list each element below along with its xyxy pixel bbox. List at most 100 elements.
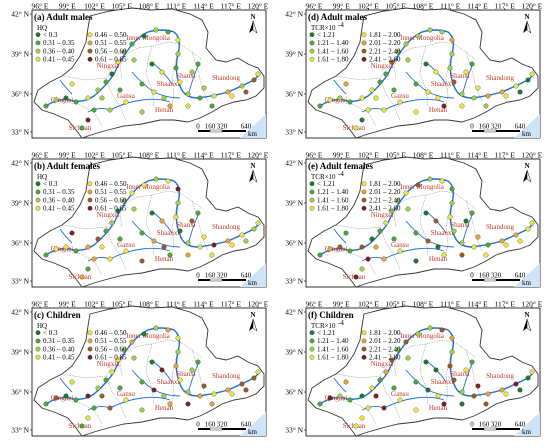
sample-site (177, 228, 183, 234)
sample-site (239, 83, 245, 89)
sample-site (63, 95, 69, 101)
sample-site (373, 95, 379, 101)
y-tick-label: 36° N (285, 239, 303, 248)
legend-swatch (35, 189, 41, 195)
north-arrow-left (523, 21, 527, 33)
x-tick-label: 96° E (306, 151, 323, 160)
province-label: Inner Mongolia (126, 183, 171, 191)
province-border (63, 101, 103, 127)
province-label: Inner Mongolia (126, 34, 171, 42)
province-label: Ningxia (97, 360, 120, 368)
sample-site (63, 244, 69, 250)
x-tick-label: 114° E (467, 300, 488, 309)
legend-swatch (35, 56, 41, 62)
sample-site (185, 252, 191, 258)
province-label: Ningxia (371, 360, 394, 368)
sample-site (347, 397, 353, 403)
map-panel: Inner Mongolia Ningxia Shaanxi Shanxi Gansu Q… (2, 300, 276, 448)
province-border (335, 196, 413, 230)
sample-site (175, 186, 181, 192)
sample-site (43, 401, 49, 407)
province-border (105, 226, 127, 270)
sample-site (459, 103, 465, 109)
scale-label: 0 (196, 421, 200, 429)
sample-site (471, 393, 477, 399)
north-arrow-left (523, 319, 527, 331)
sample-site (175, 37, 181, 43)
sample-site (449, 349, 455, 355)
y-tick-label: 33° N (11, 128, 29, 137)
province-label: Gansu (391, 92, 409, 100)
sample-site (225, 238, 231, 244)
sample-site (359, 95, 365, 101)
legend-title: TCR×10 (311, 24, 336, 32)
province-label: Ningxia (371, 62, 394, 70)
sample-site (337, 95, 343, 101)
sample-site (151, 387, 157, 393)
sample-site (195, 210, 201, 216)
scale-seg (198, 428, 210, 430)
sample-site (79, 423, 85, 429)
legend-label: 2.41 – 2.60 (369, 205, 401, 213)
legend-swatch (87, 205, 93, 211)
legend-title: TCR×10 (311, 322, 336, 330)
legend-label: 2.41 – 2.60 (369, 354, 401, 362)
sample-site (353, 125, 359, 131)
scale-label: 640 (241, 123, 252, 131)
x-tick-label: 111° E (440, 300, 461, 309)
y-tick-label: 42° N (285, 308, 303, 317)
sample-site (161, 244, 167, 250)
province-label: Ningxia (97, 62, 120, 70)
sample-site (99, 244, 105, 250)
north-arrow-right (252, 318, 258, 332)
sample-site (413, 81, 419, 87)
legend-title-exponent: -4 (338, 319, 344, 327)
province-border (465, 200, 483, 252)
sample-site (427, 176, 433, 182)
sample-site (369, 87, 375, 93)
legend-swatch (35, 48, 41, 54)
legend-swatch (87, 189, 93, 195)
sample-site (115, 357, 121, 363)
legend: HQ< 0.30.31 – 0.350.36 – 0.400.41 – 0.45… (35, 24, 127, 64)
x-tick-label: 96° E (32, 151, 49, 160)
legend-label: 1.21 – 1.40 (317, 39, 349, 47)
sample-site (435, 244, 441, 250)
x-tick-label: 96° E (306, 300, 323, 309)
sample-site (185, 389, 191, 395)
scale-label: 320 (217, 421, 228, 429)
province-border (105, 77, 127, 121)
sample-site (189, 218, 195, 224)
sample-site (517, 89, 523, 95)
sample-site (343, 379, 349, 385)
scale-label: 0 (470, 421, 474, 429)
province-border (337, 399, 377, 425)
sample-site (85, 117, 91, 123)
sample-site (129, 339, 135, 345)
sample-site (377, 79, 383, 85)
sample-site (139, 81, 145, 87)
province-label: Henan (429, 404, 448, 412)
x-tick-label: 120° E (522, 151, 543, 160)
legend-title: HQ (37, 173, 47, 181)
sample-site (359, 266, 365, 272)
sample-site (499, 387, 505, 393)
sample-site (415, 182, 421, 188)
river-basin-outline (33, 156, 265, 288)
x-tick-label: 120° E (248, 151, 269, 160)
province-label: Qinghai (325, 96, 348, 104)
scale-label: 320 (217, 123, 228, 131)
sample-site (451, 228, 457, 234)
sample-site (123, 397, 129, 403)
sample-site (243, 89, 249, 95)
province-label: Shaanxi (431, 229, 454, 237)
province-label: Shandong (212, 74, 241, 82)
legend-label: 2.01 – 2.20 (369, 39, 401, 47)
scale-label: 640 (241, 421, 252, 429)
province-label: Shanxi (176, 221, 196, 229)
sample-site (211, 391, 217, 397)
sample-site (475, 234, 481, 240)
sample-site (225, 89, 231, 95)
legend-swatch (361, 346, 367, 352)
legend-swatch (309, 32, 315, 38)
